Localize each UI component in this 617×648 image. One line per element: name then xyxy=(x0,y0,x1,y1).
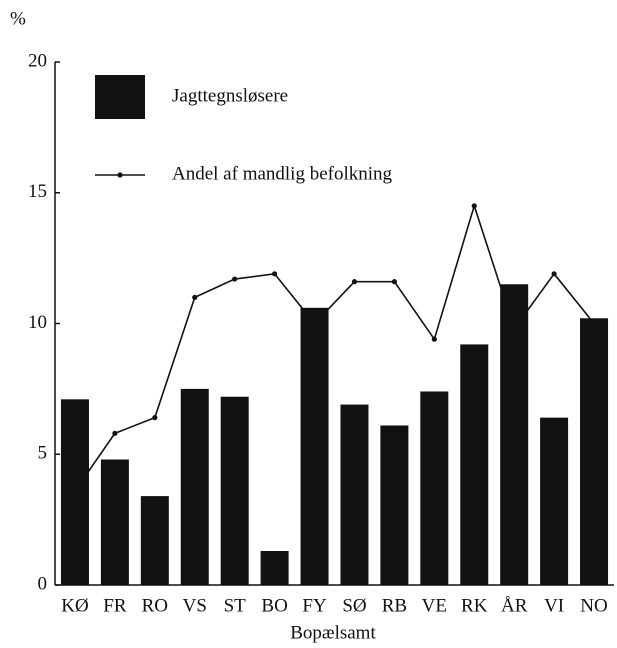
bar xyxy=(140,496,169,585)
x-tick-label: RO xyxy=(142,595,168,616)
bar xyxy=(580,318,609,585)
line-point xyxy=(112,430,118,436)
bar xyxy=(380,425,409,585)
x-tick-label: ST xyxy=(224,595,247,616)
x-tick-label: RB xyxy=(382,595,407,616)
line-point xyxy=(232,276,238,282)
bar xyxy=(220,396,249,585)
bar xyxy=(420,391,449,585)
line-point xyxy=(152,415,158,421)
x-tick-label: VE xyxy=(422,595,447,616)
x-tick-label: SØ xyxy=(342,595,366,616)
legend-label: Andel af mandlig befolkning xyxy=(172,163,393,184)
line-point xyxy=(72,488,78,494)
bar xyxy=(540,417,569,585)
y-tick-label: 10 xyxy=(28,312,47,333)
line-point xyxy=(311,320,318,327)
x-tick-label: NO xyxy=(580,595,607,616)
legend-swatch xyxy=(95,75,145,119)
y-axis-label: % xyxy=(10,8,26,29)
y-tick-label: 15 xyxy=(28,181,47,202)
x-tick-label: KØ xyxy=(61,595,88,616)
line-point xyxy=(431,336,437,342)
line-point xyxy=(511,326,517,332)
bar xyxy=(300,307,329,585)
line-point xyxy=(192,294,198,300)
bar xyxy=(260,551,289,585)
bar xyxy=(460,344,489,585)
x-tick-label: VI xyxy=(544,595,564,616)
bar xyxy=(100,459,129,585)
legend-marker xyxy=(117,172,123,178)
legend-label: Jagttegnsløsere xyxy=(172,85,288,106)
x-tick-label: FR xyxy=(103,595,127,616)
x-tick-label: FY xyxy=(302,595,327,616)
bar xyxy=(500,284,529,585)
x-axis-title: Bopælsamt xyxy=(290,622,376,643)
bar xyxy=(180,388,209,585)
y-tick-label: 5 xyxy=(38,443,48,464)
x-tick-label: BO xyxy=(261,595,287,616)
line-point xyxy=(551,271,557,277)
line-point xyxy=(272,271,278,277)
x-tick-label: VS xyxy=(183,595,207,616)
y-tick-label: 20 xyxy=(28,50,47,71)
line-point xyxy=(471,203,477,209)
line-point xyxy=(591,320,597,327)
y-tick-label: 0 xyxy=(38,573,48,594)
line-point xyxy=(351,279,358,285)
x-tick-label: ÅR xyxy=(501,595,528,616)
x-tick-label: RK xyxy=(461,595,488,616)
line xyxy=(74,203,595,492)
bar xyxy=(340,404,369,585)
line-point xyxy=(391,279,397,285)
